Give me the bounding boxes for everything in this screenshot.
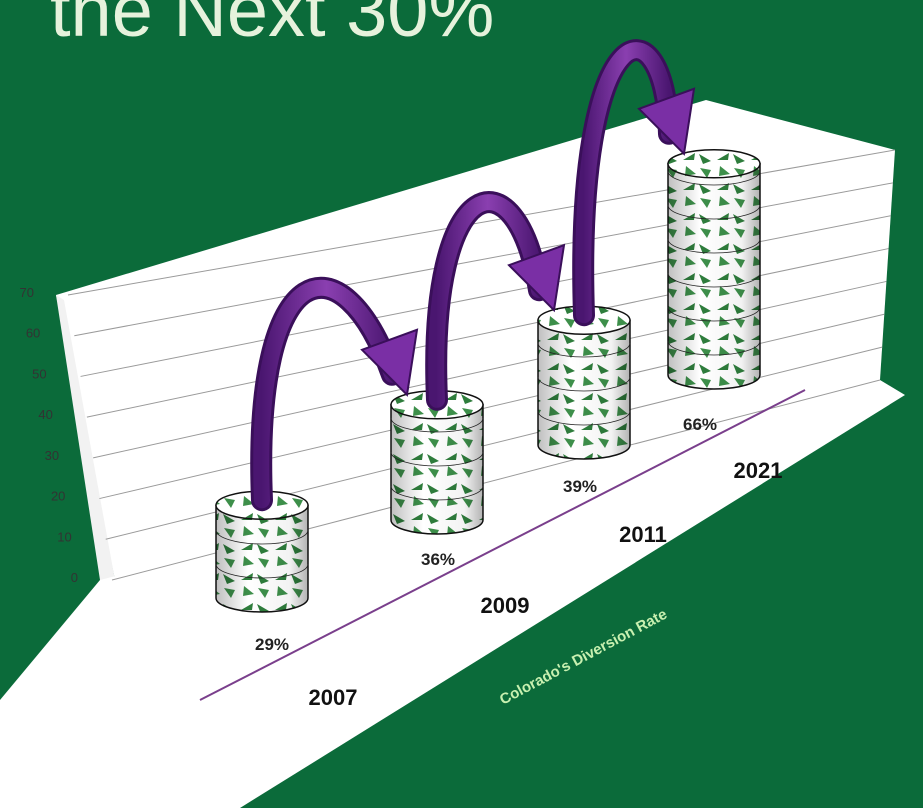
y-tick-label: 50 xyxy=(32,366,46,381)
category-label: 2011 xyxy=(619,522,667,547)
chart-floor xyxy=(0,380,905,808)
value-label: 66% xyxy=(683,415,717,434)
y-tick-label: 70 xyxy=(20,285,34,300)
y-axis-ticks: 0 10 20 30 40 50 60 70 xyxy=(20,285,78,585)
growth-arrow-head xyxy=(637,87,696,156)
value-label: 39% xyxy=(563,477,597,496)
bar-2011 xyxy=(537,305,631,460)
x-axis-line xyxy=(199,389,806,701)
value-label: 29% xyxy=(255,635,289,654)
y-tick-label: 0 xyxy=(71,570,78,585)
growth-arrow-head xyxy=(360,328,419,397)
slide-title: the Next 30% xyxy=(50,0,495,52)
y-tick-label: 10 xyxy=(57,529,71,544)
y-tick-label: 30 xyxy=(45,448,59,463)
bars xyxy=(215,149,761,613)
category-label: 2007 xyxy=(309,685,358,710)
growth-arrows xyxy=(250,39,696,512)
bar-2009 xyxy=(390,390,484,535)
bar-2021 xyxy=(667,149,761,390)
y-tick-label: 40 xyxy=(38,407,52,422)
category-label: 2009 xyxy=(481,593,530,618)
growth-arrow-head xyxy=(507,243,566,313)
y-tick-label: 20 xyxy=(51,489,65,504)
category-label: 2021 xyxy=(734,458,783,483)
chart-left-wall xyxy=(56,295,115,580)
value-label: 36% xyxy=(421,550,455,569)
category-labels: 2007 2009 2011 2021 xyxy=(309,458,783,710)
y-tick-label: 60 xyxy=(26,326,40,341)
value-labels: 29% 36% 39% 66% xyxy=(255,415,717,654)
